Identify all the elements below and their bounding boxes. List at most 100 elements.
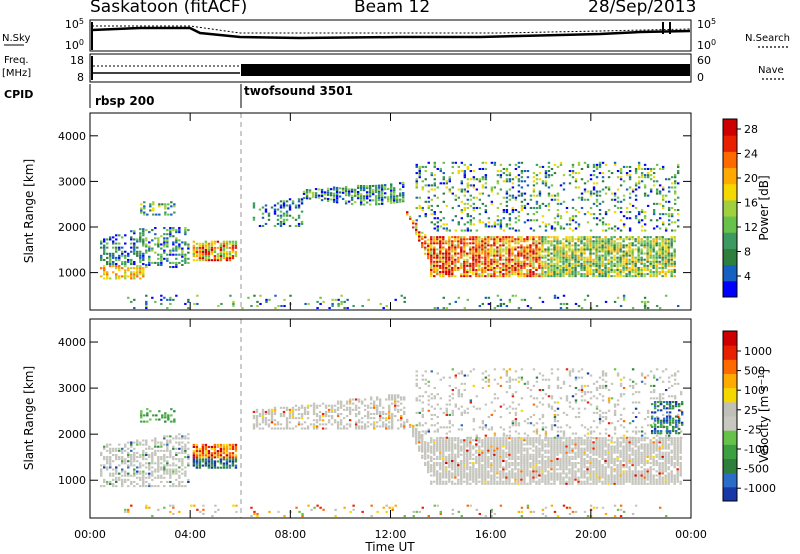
range-cell [661, 258, 664, 261]
colorbar-tick-label: 28 [744, 123, 758, 136]
range-cell [595, 244, 598, 247]
range-cell [517, 441, 520, 444]
range-cell [499, 476, 502, 479]
range-cell [415, 182, 418, 185]
range-cell [541, 215, 545, 218]
range-cell [508, 256, 511, 259]
range-cell [282, 220, 286, 223]
range-cell [472, 223, 476, 226]
range-cell [415, 180, 418, 183]
colorbar-cell [723, 199, 737, 217]
range-cell [568, 227, 572, 230]
range-cell [592, 174, 596, 177]
range-cell [628, 254, 631, 257]
range-cell [499, 188, 503, 191]
range-cell [231, 242, 235, 245]
range-cell [427, 464, 430, 468]
range-cell [472, 240, 475, 243]
range-cell [381, 417, 385, 420]
range-cell [496, 240, 499, 243]
range-cell [475, 462, 478, 465]
range-cell [481, 445, 484, 448]
range-cell [439, 236, 442, 239]
range-cell [553, 468, 556, 471]
range-cell [314, 192, 318, 195]
range-cell [327, 410, 331, 413]
range-cell [652, 244, 655, 247]
range-cell [622, 268, 625, 272]
range-cell [330, 415, 334, 418]
range-cell [628, 275, 631, 278]
freq-label: Freq. [4, 55, 29, 66]
range-cell [207, 445, 211, 448]
range-cell [544, 266, 547, 269]
range-cell [547, 174, 551, 177]
range-cell [526, 238, 529, 241]
range-cell [261, 408, 265, 411]
range-cell [487, 443, 490, 446]
range-cell [252, 410, 256, 413]
range-cell [475, 262, 478, 265]
range-cell [270, 206, 274, 209]
range-cell [466, 466, 469, 469]
range-cell [442, 439, 445, 442]
range-cell [252, 216, 256, 219]
range-cell [430, 248, 433, 251]
range-cell [418, 165, 421, 168]
range-cell [517, 271, 520, 274]
range-cell [550, 184, 554, 187]
range-cell [145, 251, 148, 254]
range-cell [658, 262, 661, 265]
range-cell [499, 256, 502, 259]
range-cell [493, 238, 496, 241]
range-cell [469, 184, 473, 187]
range-cell [562, 174, 566, 177]
range-cell [556, 296, 560, 299]
range-cell [175, 229, 178, 232]
range-cell [547, 254, 550, 257]
range-cell [160, 468, 163, 471]
range-cell [532, 172, 536, 175]
range-cell [655, 250, 658, 253]
range-cell [589, 238, 592, 241]
range-cell [106, 445, 109, 448]
range-cell [457, 470, 460, 473]
range-cell [610, 266, 613, 269]
range-cell [484, 250, 487, 253]
range-cell [532, 240, 535, 243]
range-cell [496, 304, 500, 308]
range-cell [121, 458, 124, 461]
range-cell [112, 256, 115, 259]
range-cell [487, 225, 491, 228]
range-cell [658, 244, 661, 247]
range-cell [562, 262, 565, 265]
range-cell [264, 412, 268, 416]
range-cell [157, 476, 160, 479]
range-cell [547, 478, 550, 481]
range-cell [643, 268, 646, 272]
range-cell [421, 246, 424, 249]
range-cell [598, 240, 601, 243]
range-cell [589, 240, 592, 243]
range-cell [175, 441, 178, 444]
range-cell [556, 268, 559, 272]
range-cell [357, 406, 361, 409]
range-cell [475, 250, 478, 253]
range-cell [175, 257, 178, 260]
range-cell [676, 170, 680, 173]
range-cell [415, 196, 418, 199]
range-cell [216, 259, 220, 262]
range-cell [496, 464, 499, 467]
range-cell [439, 449, 442, 452]
range-cell [460, 182, 464, 185]
range-cell [556, 194, 560, 197]
range-cell [583, 260, 586, 263]
range-cell [496, 264, 499, 267]
range-cell [592, 244, 595, 247]
range-cell [204, 250, 208, 253]
range-cell [187, 257, 190, 260]
range-cell [424, 234, 427, 237]
range-cell [592, 188, 596, 191]
range-cell [478, 466, 481, 469]
range-cell [460, 468, 463, 471]
